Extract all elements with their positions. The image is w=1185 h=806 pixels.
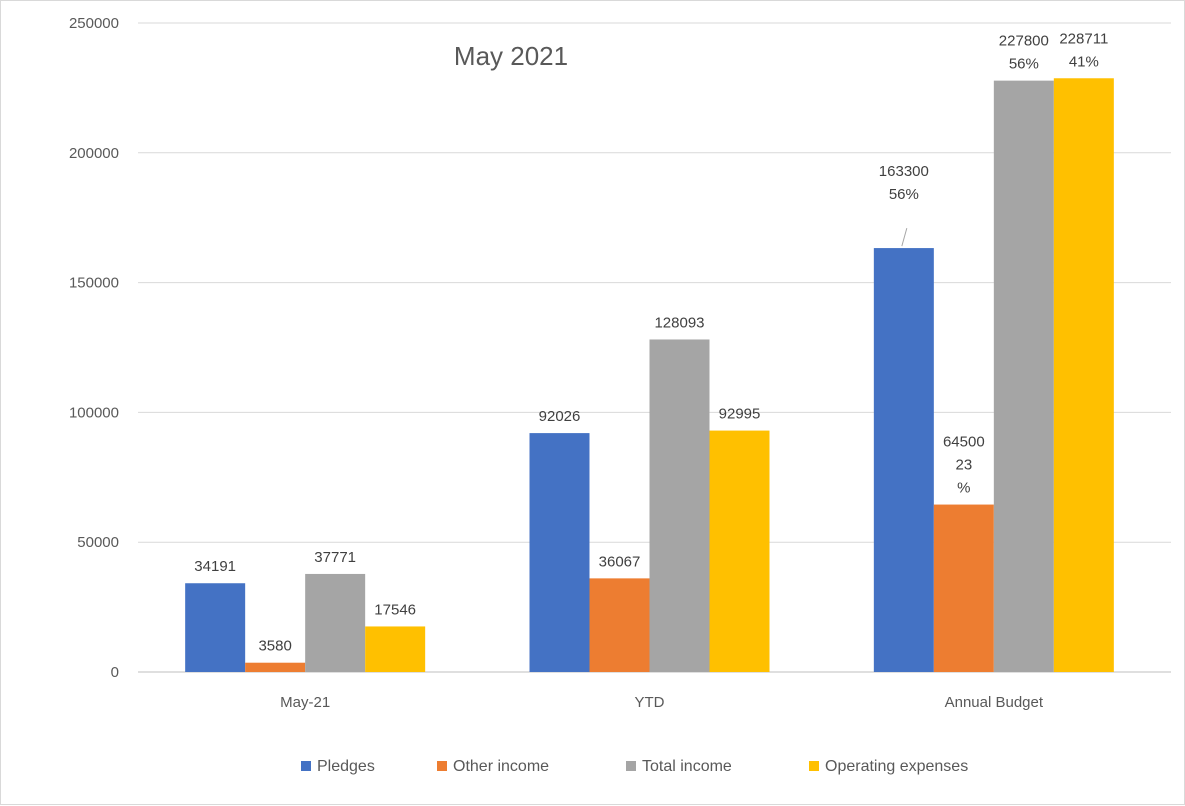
data-label: 128093 xyxy=(654,314,704,331)
data-label: 41% xyxy=(1069,53,1099,70)
data-labels: 34191 3580 37771 17546 92026 36067 128093 92995… xyxy=(194,30,1108,654)
y-tick-label: 50000 xyxy=(77,534,119,551)
data-label: 163300 xyxy=(879,163,929,180)
data-label: 37771 xyxy=(314,549,356,566)
data-label: 92026 xyxy=(539,408,581,425)
bar xyxy=(589,578,650,672)
data-label: 3580 xyxy=(258,638,291,655)
chart-title: May 2021 xyxy=(454,41,568,71)
data-label: 227800 xyxy=(999,33,1049,50)
y-axis: 0 50000 100000 150000 200000 250000 xyxy=(69,15,119,681)
data-label: 64500 xyxy=(943,434,985,451)
y-tick-label: 100000 xyxy=(69,404,119,421)
legend-swatch xyxy=(301,761,311,771)
data-label: 34191 xyxy=(194,558,236,575)
legend-swatch xyxy=(809,761,819,771)
data-label: 56% xyxy=(1009,56,1039,73)
bar xyxy=(993,80,1054,672)
legend: Pledges Other income Total income Operating… xyxy=(301,758,968,775)
legend-entry: Pledges xyxy=(317,758,375,775)
legend-swatch xyxy=(626,761,636,771)
y-tick-label: 0 xyxy=(111,664,119,681)
x-axis: May-21 YTD Annual Budget xyxy=(280,694,1044,711)
bar xyxy=(933,504,994,672)
bar xyxy=(709,430,770,672)
legend-entry: Operating expenses xyxy=(825,758,968,775)
data-label: 36067 xyxy=(599,553,641,570)
legend-swatch xyxy=(437,761,447,771)
data-label: 228711 xyxy=(1059,30,1108,47)
data-label: 17546 xyxy=(374,601,416,618)
data-label: 23 xyxy=(955,457,972,474)
bar xyxy=(529,433,590,672)
y-tick-label: 250000 xyxy=(69,15,119,32)
data-label: % xyxy=(957,480,970,497)
bar xyxy=(649,339,710,672)
bars xyxy=(185,78,1114,673)
leader-line xyxy=(901,227,908,247)
legend-entry: Total income xyxy=(642,758,732,775)
x-tick-label: Annual Budget xyxy=(945,694,1044,711)
bar xyxy=(305,573,366,672)
bar xyxy=(185,583,246,672)
data-label: 92995 xyxy=(719,406,761,423)
y-tick-label: 150000 xyxy=(69,275,119,292)
bar xyxy=(245,662,306,672)
bar xyxy=(1053,78,1114,673)
x-tick-label: May-21 xyxy=(280,694,330,711)
y-tick-label: 200000 xyxy=(69,145,119,162)
bar xyxy=(365,626,426,672)
data-label: 56% xyxy=(889,186,919,203)
bar xyxy=(873,248,934,673)
legend-entry: Other income xyxy=(453,758,549,775)
x-tick-label: YTD xyxy=(635,694,665,711)
